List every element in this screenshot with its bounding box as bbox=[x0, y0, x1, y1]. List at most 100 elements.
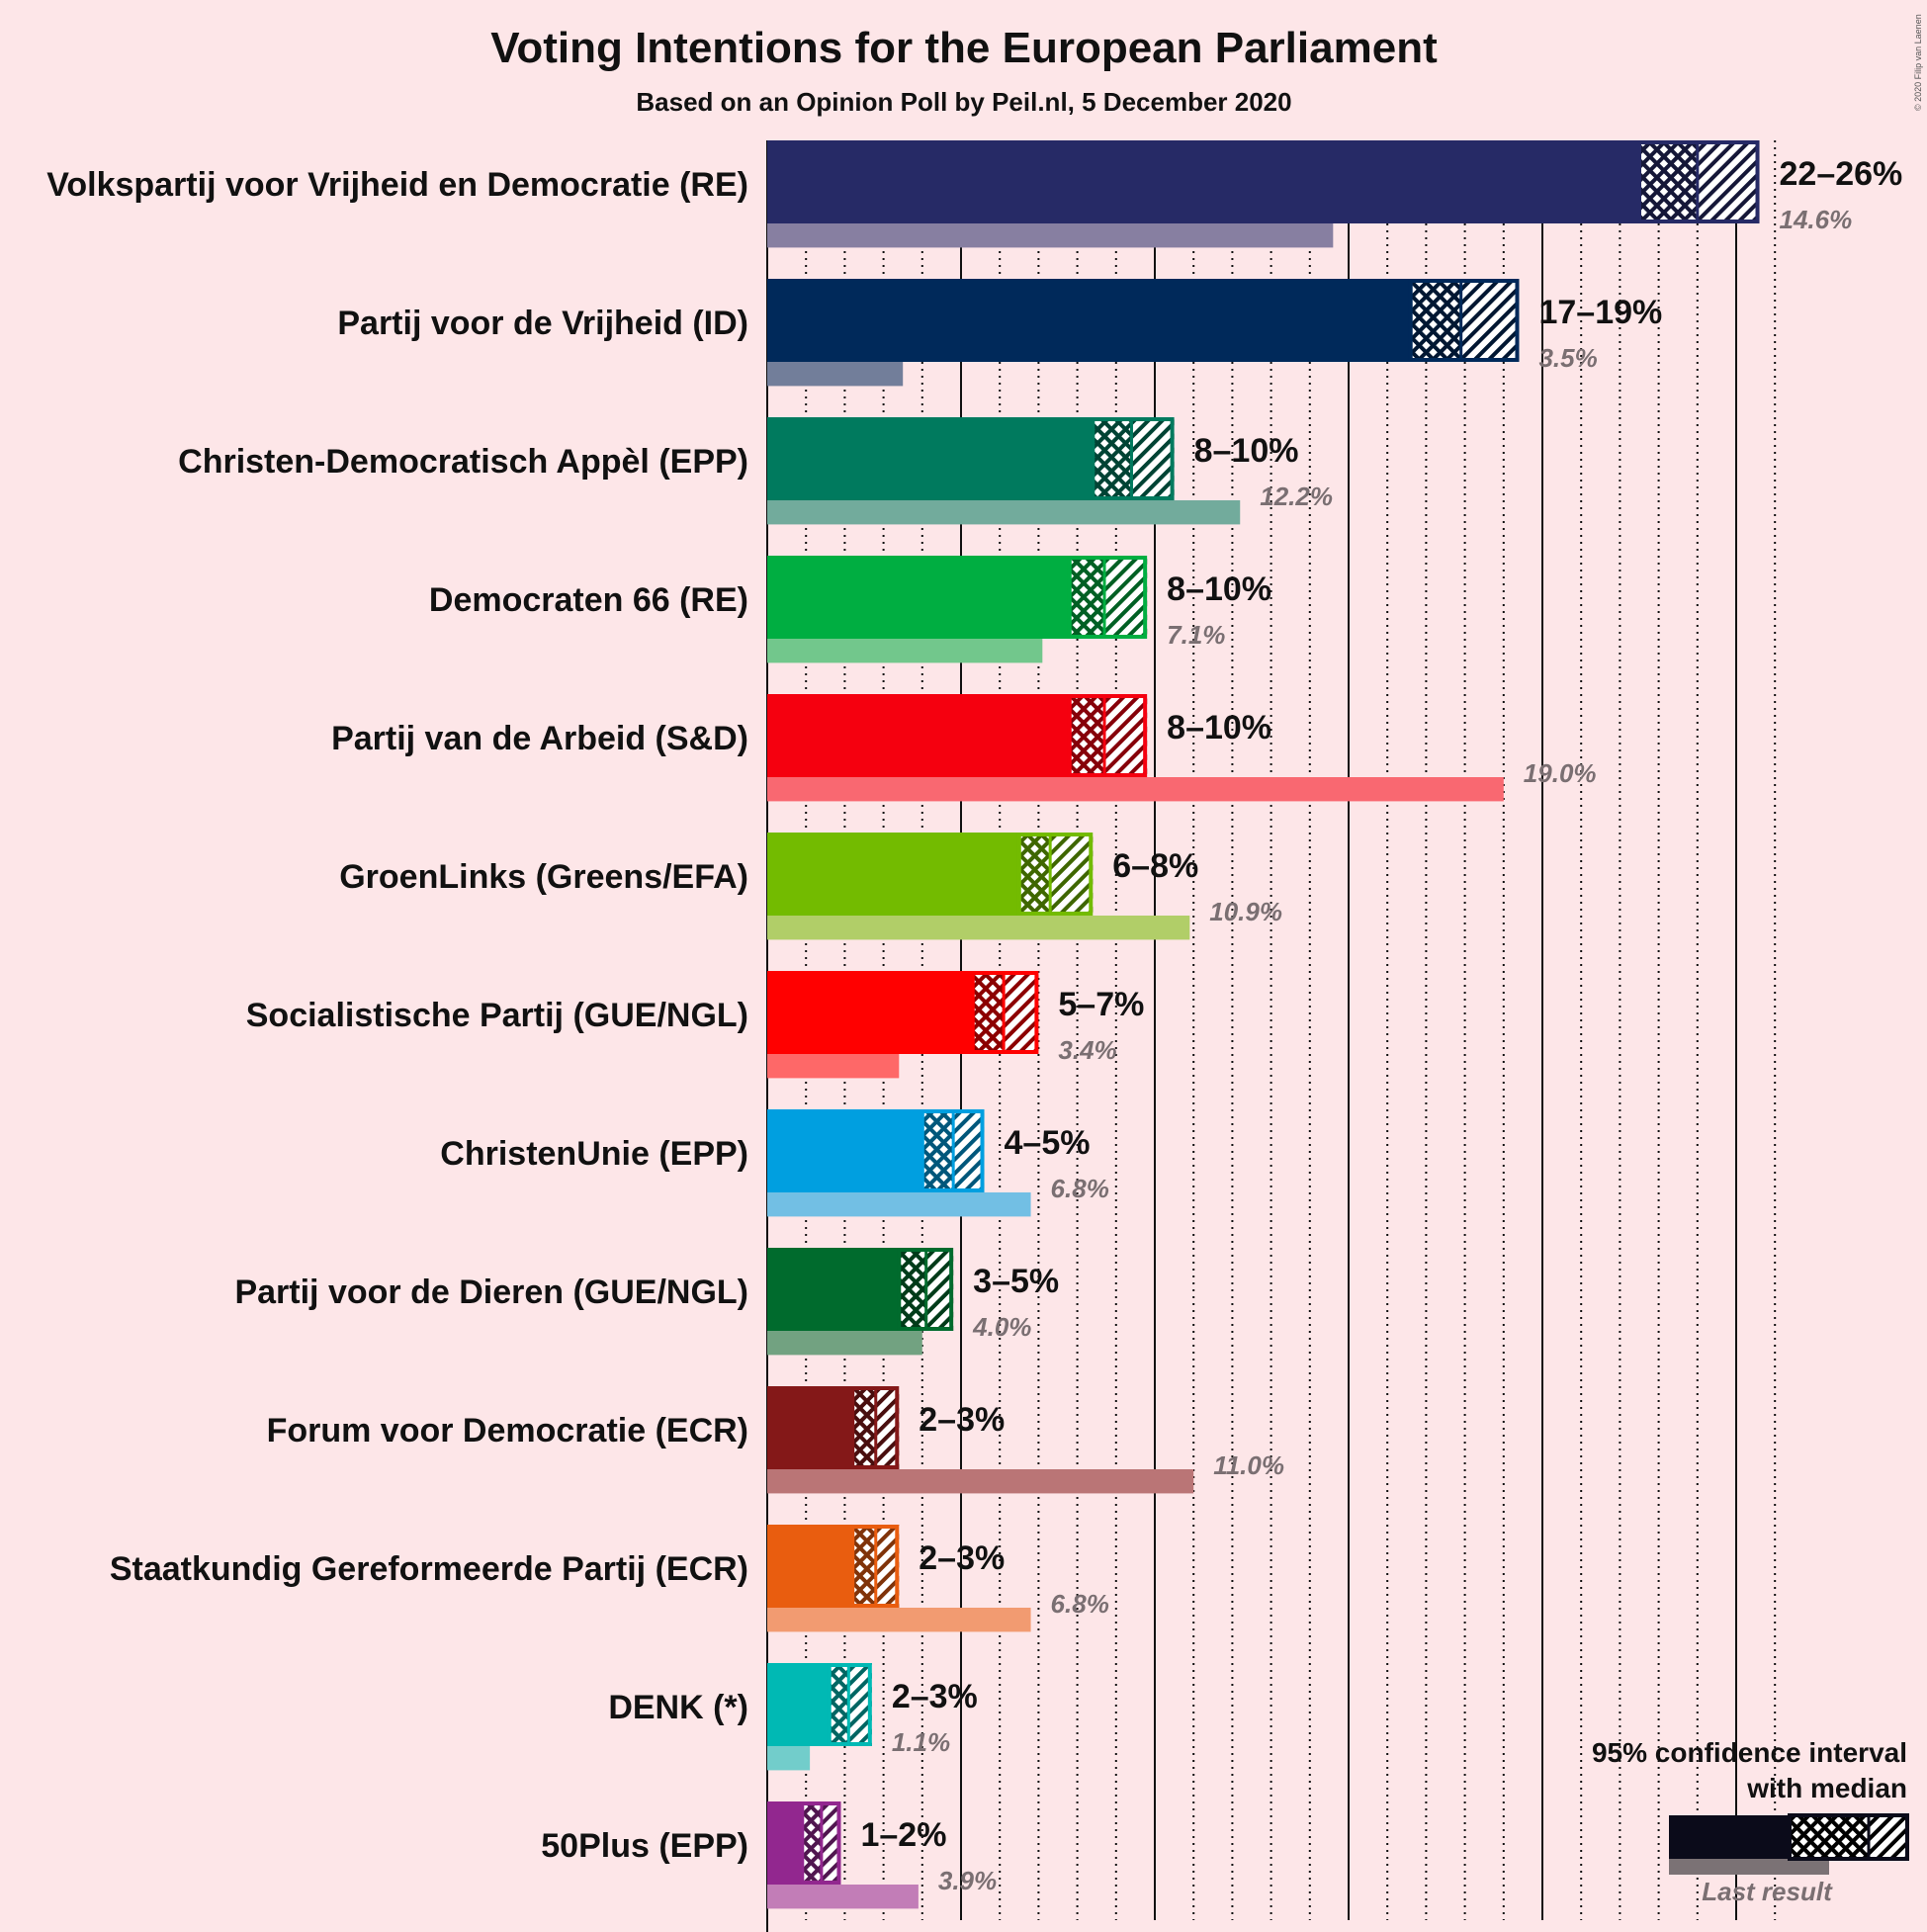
last-result-label: 3.5% bbox=[1538, 343, 1597, 373]
party-label: DENK (*) bbox=[608, 1689, 748, 1726]
ci-outline bbox=[1408, 279, 1520, 362]
ci-color-overlay bbox=[1410, 279, 1520, 362]
legend-last-result-label: Last result bbox=[1702, 1877, 1833, 1906]
party-label: 50Plus (EPP) bbox=[541, 1827, 748, 1865]
ci-low-bar bbox=[767, 971, 973, 1054]
party-row: Staatkundig Gereformeerde Partij (ECR) 2–… bbox=[110, 1525, 1109, 1632]
ci-low-bar bbox=[767, 417, 1094, 500]
range-label: 3–5% bbox=[973, 1263, 1059, 1300]
chart-subtitle: Based on an Opinion Poll by Peil.nl, 5 D… bbox=[636, 87, 1291, 117]
last-result-bar bbox=[767, 1746, 811, 1771]
party-row: Partij van de Arbeid (S&D) 8–10% 19.0% bbox=[331, 694, 1597, 802]
range-label: 2–3% bbox=[919, 1401, 1005, 1439]
ci-low-bar bbox=[767, 1386, 853, 1469]
party-row: Socialistische Partij (GUE/NGL) 5–7% 3.4% bbox=[246, 971, 1144, 1079]
ci-color-overlay bbox=[1069, 556, 1148, 639]
last-result-bar bbox=[767, 1192, 1031, 1217]
party-row: Partij voor de Dieren (GUE/NGL) 3–5% 4.0% bbox=[234, 1248, 1059, 1356]
range-label: 17–19% bbox=[1538, 294, 1662, 331]
ci-low-bar bbox=[767, 1109, 922, 1192]
ci-low-bar bbox=[767, 833, 1019, 916]
range-label: 8–10% bbox=[1194, 432, 1299, 470]
last-result-bar bbox=[767, 1054, 900, 1079]
party-row: 50Plus (EPP) 1–2% 3.9% bbox=[541, 1801, 997, 1909]
range-label: 8–10% bbox=[1167, 709, 1271, 746]
party-label: Christen-Democratisch Appèl (EPP) bbox=[178, 443, 748, 481]
ci-color-overlay bbox=[1018, 833, 1094, 916]
last-result-bar bbox=[767, 223, 1334, 248]
ci-outline bbox=[1067, 556, 1148, 639]
party-row: Partij voor de Vrijheid (ID) 17–19% 3.5% bbox=[337, 279, 1662, 387]
ci-low-bar bbox=[767, 556, 1070, 639]
party-row: Democraten 66 (RE) 8–10% 7.1% bbox=[429, 556, 1271, 663]
copyright-note: © 2020 Filip van Laenen bbox=[1913, 14, 1923, 111]
party-row: Volkspartij voor Vrijheid en Democratie … bbox=[46, 140, 1903, 248]
last-result-label: 11.0% bbox=[1213, 1450, 1284, 1480]
legend-title-line1: 95% confidence interval bbox=[1592, 1737, 1907, 1768]
party-row: Forum voor Democratie (ECR) 2–3% 11.0% bbox=[267, 1386, 1284, 1494]
last-result-bar bbox=[767, 1885, 919, 1909]
ci-color-overlay bbox=[829, 1663, 872, 1746]
ci-outline bbox=[1067, 694, 1148, 777]
ci-low-bar bbox=[767, 140, 1639, 223]
range-label: 8–10% bbox=[1167, 571, 1271, 608]
last-result-label: 1.1% bbox=[892, 1727, 950, 1757]
party-row: ChristenUnie (EPP) 4–5% 6.8% bbox=[440, 1109, 1109, 1217]
ci-color-overlay bbox=[1093, 417, 1175, 500]
party-label: Staatkundig Gereformeerde Partij (ECR) bbox=[110, 1550, 748, 1588]
last-result-bar bbox=[767, 1331, 922, 1356]
party-label: GroenLinks (Greens/EFA) bbox=[339, 858, 748, 896]
last-result-label: 10.9% bbox=[1209, 897, 1282, 926]
last-result-bar bbox=[767, 777, 1504, 802]
range-label: 6–8% bbox=[1112, 847, 1198, 885]
last-result-label: 6.8% bbox=[1051, 1589, 1109, 1619]
legend: 95% confidence interval with median Last… bbox=[1592, 1737, 1909, 1906]
party-label: Partij voor de Dieren (GUE/NGL) bbox=[234, 1273, 748, 1311]
last-result-label: 14.6% bbox=[1780, 205, 1853, 234]
ci-color-overlay bbox=[972, 971, 1039, 1054]
range-label: 2–3% bbox=[919, 1539, 1005, 1577]
last-result-label: 3.9% bbox=[938, 1866, 997, 1895]
party-label: Democraten 66 (RE) bbox=[429, 581, 748, 619]
ci-low-bar bbox=[767, 694, 1070, 777]
last-result-bar bbox=[767, 639, 1043, 663]
legend-ci-hatch bbox=[1869, 1815, 1907, 1859]
party-row: Christen-Democratisch Appèl (EPP) 8–10% 12… bbox=[178, 417, 1333, 525]
ci-outline bbox=[1016, 833, 1094, 916]
party-label: Partij voor de Vrijheid (ID) bbox=[337, 305, 748, 342]
legend-ci-bar bbox=[1669, 1815, 1790, 1859]
last-result-label: 3.4% bbox=[1058, 1035, 1116, 1065]
range-label: 22–26% bbox=[1780, 155, 1903, 193]
range-label: 4–5% bbox=[1005, 1124, 1091, 1162]
ci-color-overlay bbox=[1069, 694, 1148, 777]
bars: Volkspartij voor Vrijheid en Democratie … bbox=[46, 140, 1903, 1909]
ci-low-bar bbox=[767, 1248, 900, 1331]
range-label: 5–7% bbox=[1058, 986, 1144, 1023]
last-result-bar bbox=[767, 500, 1241, 525]
ci-low-bar bbox=[767, 1525, 853, 1608]
chart-title: Voting Intentions for the European Parli… bbox=[490, 24, 1438, 72]
last-result-bar bbox=[767, 362, 904, 387]
ci-color-overlay bbox=[1639, 140, 1760, 223]
legend-ci-outline bbox=[1788, 1813, 1909, 1861]
party-row: GroenLinks (Greens/EFA) 6–8% 10.9% bbox=[339, 833, 1282, 940]
last-result-label: 7.1% bbox=[1167, 620, 1225, 650]
last-result-bar bbox=[767, 1608, 1031, 1632]
ci-low-bar bbox=[767, 279, 1411, 362]
last-result-bar bbox=[767, 1469, 1194, 1494]
last-result-label: 4.0% bbox=[972, 1312, 1031, 1342]
legend-title-line2: with median bbox=[1746, 1773, 1907, 1803]
last-result-label: 19.0% bbox=[1524, 758, 1597, 788]
range-label: 1–2% bbox=[860, 1816, 946, 1854]
party-label: ChristenUnie (EPP) bbox=[440, 1135, 748, 1173]
last-result-label: 12.2% bbox=[1260, 482, 1333, 511]
party-label: Partij van de Arbeid (S&D) bbox=[331, 720, 748, 757]
party-label: Volkspartij voor Vrijheid en Democratie … bbox=[46, 166, 748, 204]
party-label: Socialistische Partij (GUE/NGL) bbox=[246, 997, 748, 1034]
legend-ci-crosshatch bbox=[1790, 1815, 1869, 1859]
range-label: 2–3% bbox=[892, 1678, 978, 1715]
ci-low-bar bbox=[767, 1663, 830, 1746]
party-row: DENK (*) 2–3% 1.1% bbox=[608, 1663, 978, 1771]
ci-low-bar bbox=[767, 1801, 803, 1885]
